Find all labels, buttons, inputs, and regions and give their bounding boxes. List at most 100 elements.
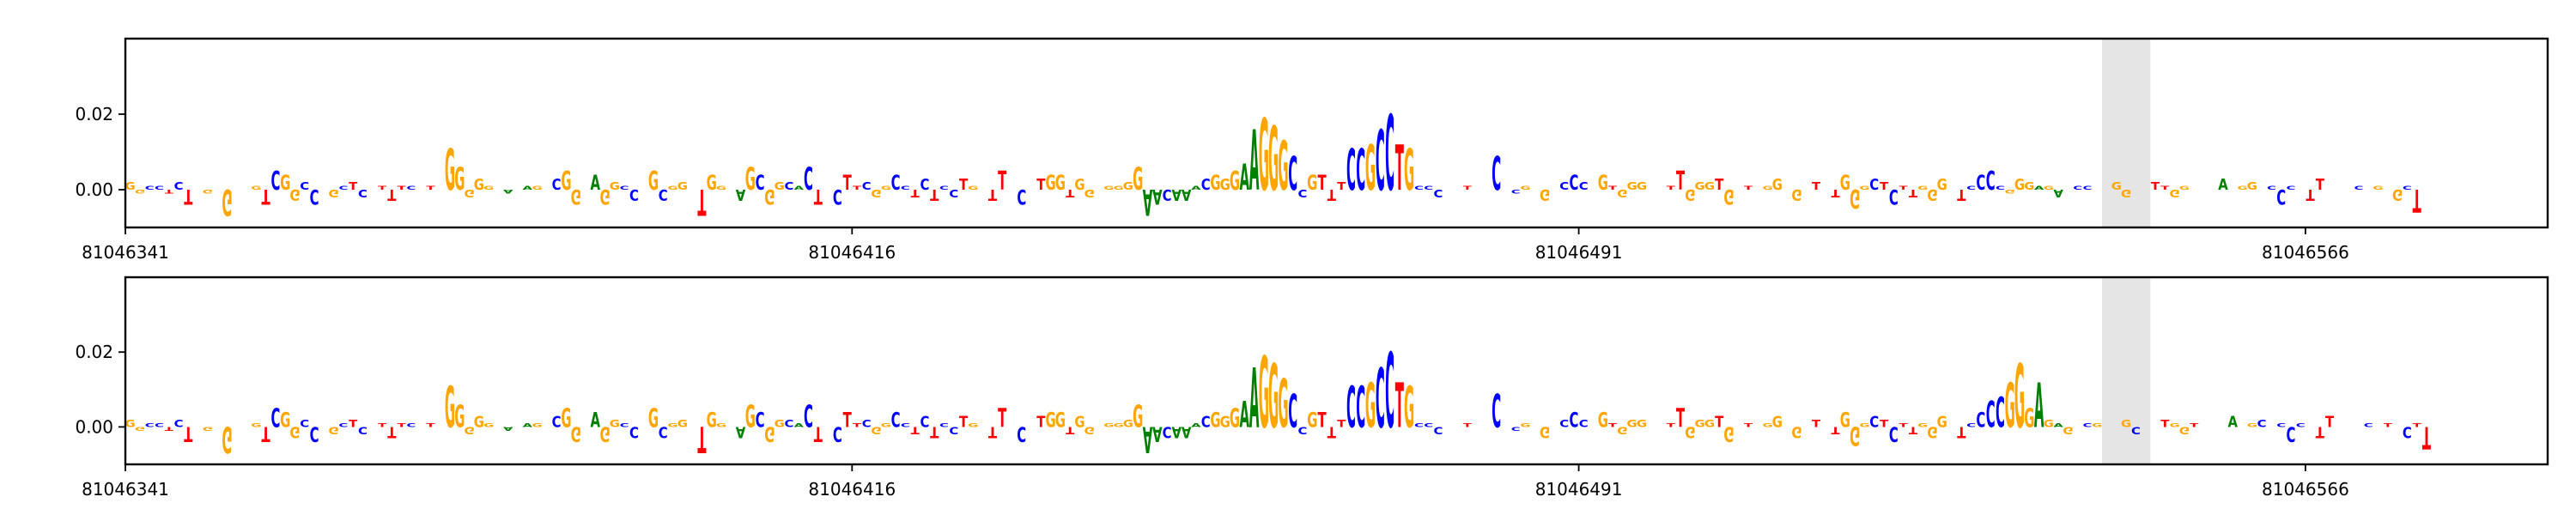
logo-letter-G: G [1259,338,1269,451]
logo-letter-G: G [2111,180,2122,192]
logo-letter-T: T [1715,413,1724,431]
logo-letter-G: G [1927,186,1937,204]
logo-letter-T: T [1812,418,1821,430]
logo-letter-G: G [1637,418,1647,430]
logo-letter-T: T [349,418,358,430]
logo-letter-G: G [1704,418,1715,430]
logo-letter-C: C [1163,186,1172,204]
logo-letter-C: C [406,422,416,428]
logo-letter-G: G [1133,161,1143,197]
logo-letter-C: C [2403,423,2412,441]
logo-letter-A: A [1143,418,1153,459]
logo-letter-G: G [571,185,581,209]
logo-letter-G: G [1074,413,1084,431]
logo-letter-C: C [155,185,164,191]
logo-letter-T: T [988,423,998,441]
logo-letter-C: C [1996,390,2005,437]
logo-letter-T: T [398,422,407,428]
logo-letter-G: G [1278,367,1288,444]
logo-letter-T: T [165,426,174,432]
logo-letter-G: G [2179,424,2190,436]
logo-letter-C: C [2364,422,2373,428]
logo-letter-C: C [1017,185,1026,209]
logo-letter-G: G [667,185,677,191]
logo-letter-T: T [1395,371,1404,442]
logo-letter-G: G [251,422,261,428]
logo-letter-G: G [125,180,136,192]
logo-letter-G: G [775,180,785,192]
logo-letter-G: G [1685,423,1695,441]
logo-letter-G: G [775,418,785,430]
logo-letter-C: C [1288,148,1297,202]
logo-letter-C: C [1569,409,1578,433]
logo-letter-G: G [745,400,756,434]
logo-letter-G: G [2014,348,2025,449]
logo-letter-G: G [135,188,145,194]
logo-letter-G: G [125,418,136,430]
logo-letter-G: G [1123,418,1133,430]
x-tick-label: 81046566 [2262,242,2349,263]
logo-letter-G: G [329,186,339,198]
logo-letter-T: T [1744,185,1753,191]
logo-letter-A: A [1152,421,1163,445]
logo-letter-C: C [300,418,309,430]
logo-letter-C: C [804,161,813,197]
logo-letter-C: C [1889,185,1899,209]
logo-letter-T: T [2384,422,2393,428]
logo-letter-G: G [135,426,145,432]
logo-letter-G: G [1404,376,1414,441]
logo-letter-C: C [2287,185,2296,191]
logo-letter-G: G [1685,186,1695,204]
logo-letter-C: C [862,180,872,192]
logo-letter-G: G [610,418,620,430]
logo-letter-T: T [911,186,920,198]
logo-letter-G: G [532,185,542,191]
logo-letter-G: G [2237,185,2247,191]
logo-letter-G: G [716,185,726,191]
logo-letter-C: C [1298,424,1308,436]
logo-letter-G: G [1220,413,1230,431]
logo-letter-C: C [891,170,901,195]
logo-letter-G: G [1114,185,1124,191]
logo-letter-C: C [1511,188,1521,194]
logo-letter-G: G [203,188,213,194]
logo-letter-G: G [1540,423,1550,441]
logo-letter-A: A [503,426,513,432]
logo-letter-G: G [1840,409,1850,433]
logo-letter-C: C [406,185,416,191]
y-tick-label: 0.02 [75,342,113,362]
logo-letter-G: G [2044,185,2054,191]
logo-letter-T: T [1066,186,1075,198]
logo-letter-T: T [1317,409,1326,433]
logo-letter-C: C [620,185,629,191]
logo-letter-G: G [2121,418,2131,430]
logo-letter-C: C [145,422,155,428]
logo-letter-A: A [2034,371,2044,442]
logo-letter-T: T [184,421,192,445]
logo-letter-C: C [358,424,368,436]
logo-letter-G: G [1220,176,1230,194]
logo-letter-C: C [310,421,319,445]
logo-letter-T: T [1832,424,1841,436]
logo-letter-T: T [998,403,1006,433]
logo-letter-C: C [174,418,184,430]
logo-letter-G: G [474,413,484,431]
logo-letter-G: G [1617,424,1627,436]
logo-letter-C: C [1986,166,1996,197]
logo-letter-C: C [2267,185,2276,191]
logo-letter-G: G [968,422,978,428]
logo-letter-G: G [1268,109,1279,211]
logo-letter-C: C [1559,418,1569,430]
logo-letter-T: T [1337,180,1346,192]
logo-letter-G: G [2169,422,2179,428]
logo-letter-C: C [1492,385,1501,439]
logo-letter-G: G [764,421,775,445]
logo-letter-C: C [1434,186,1443,198]
logo-letter-T: T [2151,180,2160,192]
logo-letter-T: T [1715,176,1724,194]
logo-letter-T: T [853,185,861,191]
logo-letter-G: G [1055,409,1066,433]
logo-letter-T: T [1395,134,1404,205]
logo-letter-C: C [2287,421,2296,445]
